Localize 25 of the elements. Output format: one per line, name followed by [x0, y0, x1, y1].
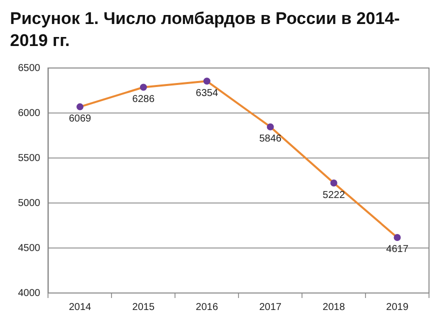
chart-title: Рисунок 1. Число ломбардов в России в 2014-2019 гг. — [10, 8, 401, 52]
point — [266, 123, 274, 130]
x-tick-label: 2014 — [68, 302, 92, 313]
point — [394, 234, 401, 241]
point — [76, 103, 84, 110]
y-tick-label: 5000 — [18, 198, 41, 209]
point — [203, 78, 210, 85]
data-label: 6069 — [68, 114, 92, 125]
x-tick-label: 2019 — [386, 302, 409, 313]
data-label: 5222 — [322, 190, 346, 201]
point — [330, 180, 338, 187]
y-tick-label: 5500 — [18, 152, 41, 164]
y-tick-label: 6500 — [18, 62, 41, 74]
point — [140, 84, 147, 91]
x-tick-label: 2017 — [259, 302, 282, 313]
y-tick-label: 4000 — [18, 288, 41, 299]
data-label: 5846 — [259, 134, 282, 145]
x-tick-label: 2018 — [322, 302, 346, 313]
data-label: 6286 — [132, 94, 155, 106]
y-tick-label: 6000 — [18, 108, 41, 119]
x-tick-label: 2015 — [132, 302, 155, 313]
y-tick-label: 4500 — [18, 242, 41, 254]
data-label: 4617 — [386, 244, 409, 256]
data-label: 6354 — [196, 88, 218, 99]
x-tick-label: 2016 — [196, 302, 218, 313]
